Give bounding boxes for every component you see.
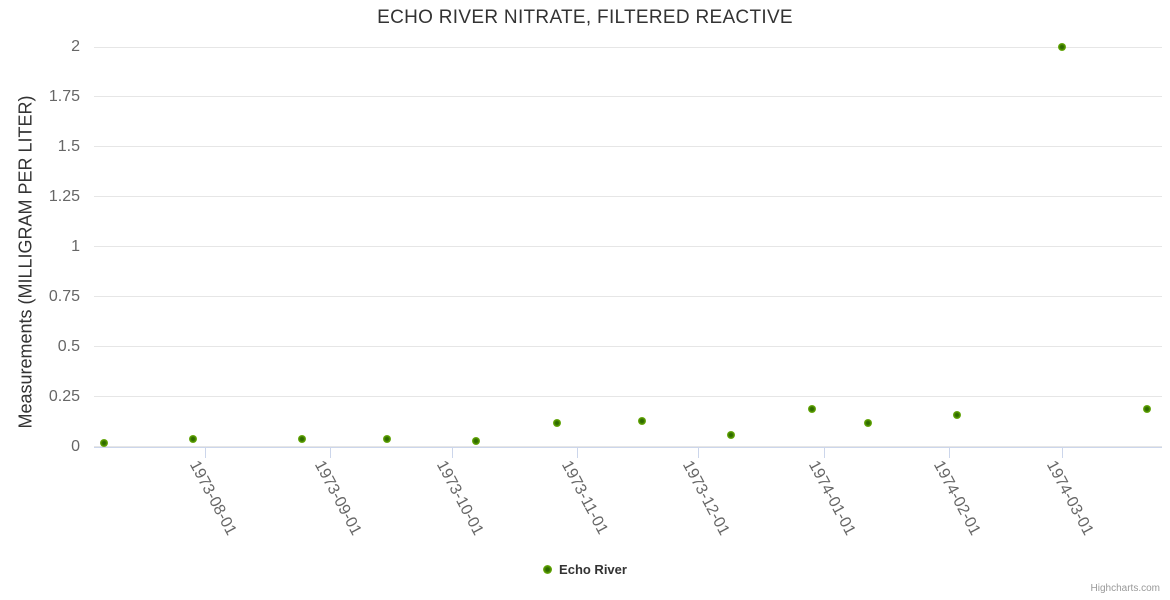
- data-point[interactable]: [100, 438, 109, 447]
- data-point[interactable]: [953, 410, 962, 419]
- y-gridline: [94, 346, 1162, 348]
- x-axis-label: 1974-01-01: [804, 458, 859, 539]
- y-axis-label: 0.75: [48, 287, 80, 305]
- data-point[interactable]: [552, 418, 561, 427]
- x-axis-tick: [330, 448, 332, 458]
- y-axis-label: 1.5: [57, 137, 80, 155]
- x-axis-label: 1974-03-01: [1043, 458, 1097, 539]
- y-axis-label: 0: [71, 437, 80, 455]
- x-axis-label: 1973-09-01: [311, 458, 365, 539]
- legend-item-echo-river[interactable]: Echo River: [543, 562, 627, 577]
- legend-label: Echo River: [559, 562, 627, 577]
- x-axis-tick: [451, 448, 453, 458]
- data-point[interactable]: [189, 434, 198, 443]
- data-point[interactable]: [807, 404, 816, 413]
- y-axis-label: 1.25: [48, 187, 80, 205]
- data-point[interactable]: [637, 416, 646, 425]
- data-point[interactable]: [383, 434, 392, 443]
- x-axis-label: 1973-08-01: [186, 458, 240, 539]
- x-axis-label: 1973-12-01: [679, 458, 733, 539]
- y-gridline: [94, 446, 1162, 447]
- x-axis-tick: [205, 448, 207, 458]
- y-gridline: [94, 296, 1162, 298]
- x-axis-label: 1973-10-01: [432, 458, 487, 539]
- y-axis-label: 1: [71, 237, 80, 255]
- highcharts-credits-link[interactable]: Highcharts.com: [1090, 583, 1160, 594]
- x-axis-label: 1974-02-01: [929, 458, 984, 539]
- data-point[interactable]: [1143, 404, 1151, 413]
- y-gridline: [94, 46, 1162, 48]
- y-gridline: [94, 396, 1162, 398]
- x-axis-tick: [948, 448, 950, 458]
- x-axis-line: [94, 447, 1162, 448]
- data-point[interactable]: [298, 434, 307, 443]
- y-axis-label: 0.25: [48, 387, 80, 405]
- circle-marker-icon: [543, 565, 553, 574]
- y-gridline: [94, 196, 1162, 198]
- chart-title: ECHO RIVER NITRATE, FILTERED REACTIVE: [377, 7, 793, 28]
- data-point[interactable]: [864, 418, 873, 427]
- x-axis-tick: [698, 448, 700, 458]
- x-axis-tick: [1062, 448, 1064, 458]
- x-axis-tick: [577, 448, 579, 458]
- x-axis-label: 1973-11-01: [558, 458, 611, 538]
- y-axis-label: 1.75: [48, 87, 80, 105]
- y-axis-label: 2: [71, 38, 80, 55]
- x-axis-tick: [823, 448, 825, 458]
- y-gridline: [94, 96, 1162, 98]
- data-point[interactable]: [726, 430, 735, 439]
- y-axis-label: 0.5: [57, 337, 80, 355]
- y-gridline: [94, 146, 1162, 148]
- y-gridline: [94, 246, 1162, 248]
- data-point[interactable]: [471, 436, 480, 445]
- data-point[interactable]: [1058, 43, 1067, 51]
